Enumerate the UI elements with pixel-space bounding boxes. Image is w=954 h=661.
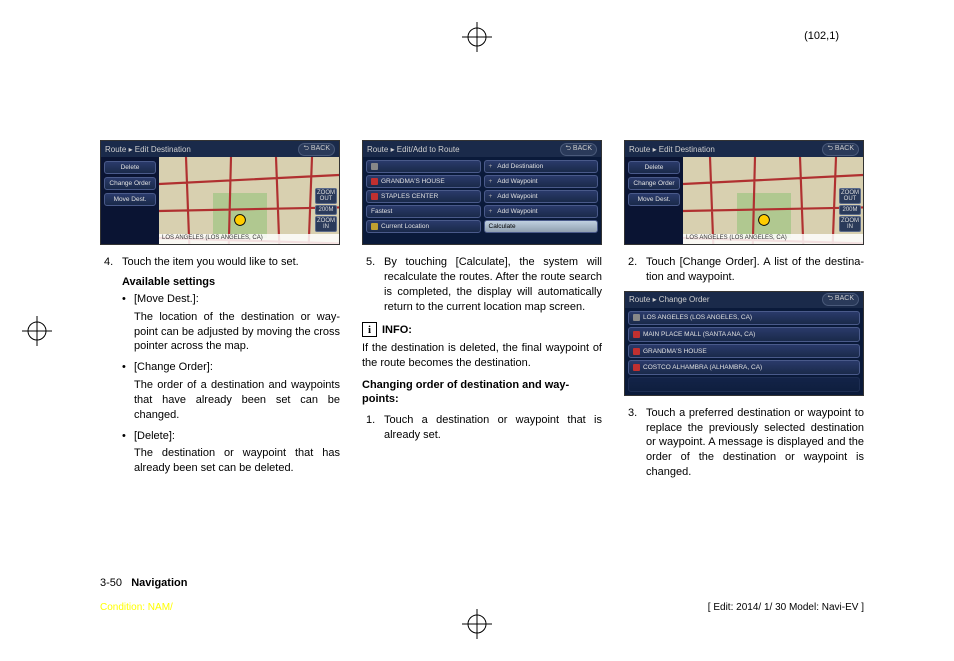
step-2: Touch [Change Order]. A list of the dest… [624, 255, 864, 285]
nav3-zoom-out: ZOOM OUT [839, 188, 861, 204]
bullet-change-order: [Change Order]: [100, 360, 340, 375]
content-area: Route ▸ Edit Destination ⮌ BACK Delete C… [100, 140, 864, 486]
info-icon: i [362, 322, 377, 337]
nav2-row4-right: Calculate [484, 220, 599, 233]
nav1-footer: LOS ANGELES (LOS ANGELES, CA) [159, 234, 339, 244]
col3-steps-a: Touch [Change Order]. A list of the dest… [624, 255, 864, 285]
nav1-btn-delete: Delete [104, 161, 156, 174]
nav4-breadcrumb: Route ▸ Change Order [629, 295, 710, 304]
bullet-move-dest: [Move Dest.]: [100, 292, 340, 307]
nav1-back: ⮌ BACK [298, 143, 335, 156]
nav2-row4-left: Current Location [366, 220, 481, 233]
step-1: Touch a destination or waypoint that is … [362, 413, 602, 443]
nav2-row1-right: Add Waypoint [484, 175, 599, 188]
step-5: By touching [Calculate], the system will… [362, 255, 602, 314]
nav4-back: ⮌ BACK [822, 293, 859, 306]
bullet-change-order-desc: The order of a destination and waypoints… [100, 378, 340, 423]
nav3-back: ⮌ BACK [822, 143, 859, 156]
nav2-row3-right: Add Waypoint [484, 205, 599, 218]
nav1-zoom-in: ZOOM IN [315, 216, 337, 232]
bullet-delete-desc: The destination or waypoint that has alr… [100, 446, 340, 476]
info-label: INFO: [382, 324, 412, 336]
nav4-item-3: COSTCO ALHAMBRA (ALHAMBRA, CA) [628, 360, 860, 375]
nav4-item-1: MAIN PLACE MALL (SANTA ANA, CA) [628, 327, 860, 342]
nav1-zoom-level: 200M [315, 205, 337, 215]
nav-screenshot-3: Route ▸ Edit Destination ⮌ BACK Delete C… [624, 140, 864, 245]
settings-bullets: [Move Dest.]: [100, 292, 340, 307]
nav4-item-2: GRANDMA'S HOUSE [628, 344, 860, 359]
footer-condition: Condition: NAM/ [100, 602, 173, 613]
nav3-btn-change-order: Change Order [628, 177, 680, 190]
nav2-row3-left: Fastest [366, 205, 481, 218]
nav2-breadcrumb: Route ▸ Edit/Add to Route [367, 145, 460, 154]
nav3-zoom-in: ZOOM IN [839, 216, 861, 232]
column-2: Route ▸ Edit/Add to Route ⮌ BACK Add Des… [362, 140, 602, 486]
nav1-btn-move-dest: Move Dest. [104, 193, 156, 206]
bullet-move-dest-desc: The location of the destination or way-p… [100, 310, 340, 355]
nav3-footer: LOS ANGELES (LOS ANGELES, CA) [683, 234, 863, 244]
nav1-btn-change-order: Change Order [104, 177, 156, 190]
crop-mark-bottom [462, 609, 492, 639]
step-3: Touch a preferred destination or waypoin… [624, 406, 864, 480]
nav-screenshot-4: Route ▸ Change Order ⮌ BACK LOS ANGELES … [624, 291, 864, 396]
col2-steps: By touching [Calculate], the system will… [362, 255, 602, 314]
crop-mark-top [462, 22, 492, 52]
nav3-zoom-level: 200M [839, 205, 861, 215]
changing-order-heading: Changing order of destination and way-po… [362, 378, 602, 407]
available-settings-heading: Available settings [122, 276, 340, 288]
nav2-row2-left: STAPLES CENTER [366, 190, 481, 203]
nav1-breadcrumb: Route ▸ Edit Destination [105, 145, 191, 154]
crop-mark-left [22, 316, 52, 346]
column-1: Route ▸ Edit Destination ⮌ BACK Delete C… [100, 140, 340, 486]
section-name: Navigation [131, 577, 187, 589]
nav3-breadcrumb: Route ▸ Edit Destination [629, 145, 715, 154]
nav-screenshot-2: Route ▸ Edit/Add to Route ⮌ BACK Add Des… [362, 140, 602, 245]
col1-steps: Touch the item you would like to set. [100, 255, 340, 270]
nav1-zoom-out: ZOOM OUT [315, 188, 337, 204]
nav4-item-empty [628, 377, 860, 392]
nav2-row0-right: Add Destination [484, 160, 599, 173]
nav4-item-0: LOS ANGELES (LOS ANGELES, CA) [628, 311, 860, 326]
nav2-row0-left [366, 160, 481, 173]
nav2-row1-left: GRANDMA'S HOUSE [366, 175, 481, 188]
nav2-row2-right: Add Waypoint [484, 190, 599, 203]
step-4: Touch the item you would like to set. [100, 255, 340, 270]
col2-steps-b: Touch a destination or waypoint that is … [362, 413, 602, 443]
footer-page: 3-50 Navigation [100, 577, 187, 589]
info-text: If the destination is deleted, the final… [362, 341, 602, 371]
page-coord: (102,1) [804, 30, 839, 42]
page-number: 3-50 [100, 577, 122, 589]
col3-steps-b: Touch a preferred destination or waypoin… [624, 406, 864, 480]
nav3-btn-delete: Delete [628, 161, 680, 174]
nav-screenshot-1: Route ▸ Edit Destination ⮌ BACK Delete C… [100, 140, 340, 245]
footer-edit-info: [ Edit: 2014/ 1/ 30 Model: Navi-EV ] [708, 602, 864, 613]
nav2-back: ⮌ BACK [560, 143, 597, 156]
bullet-delete: [Delete]: [100, 429, 340, 444]
nav3-btn-move-dest: Move Dest. [628, 193, 680, 206]
info-row: i INFO: [362, 322, 602, 337]
column-3: Route ▸ Edit Destination ⮌ BACK Delete C… [624, 140, 864, 486]
